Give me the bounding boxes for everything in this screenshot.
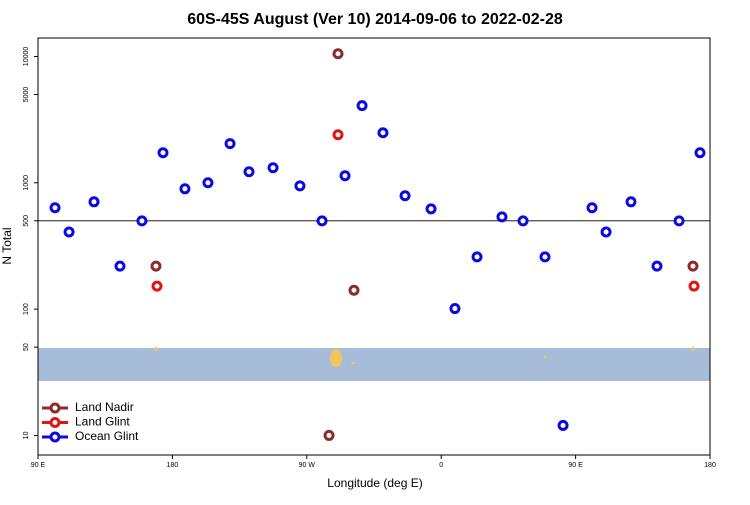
data-point <box>539 251 551 263</box>
y-tick-label: 1000 <box>23 175 30 191</box>
legend-marker <box>49 417 61 428</box>
data-point <box>557 419 569 431</box>
data-point <box>600 226 612 238</box>
data-point <box>224 138 236 150</box>
x-axis-label: Longitude (deg E) <box>327 476 422 490</box>
plot-frame <box>37 37 711 456</box>
y-tick-label: 10000 <box>23 47 30 67</box>
y-tick-label: 10 <box>23 431 30 439</box>
data-point <box>202 177 214 189</box>
data-point <box>425 203 437 215</box>
legend-label: Ocean Glint <box>75 429 139 443</box>
data-point <box>625 196 637 208</box>
data-point <box>496 211 508 223</box>
data-point <box>332 129 344 141</box>
data-point <box>517 215 529 227</box>
chart-title: 60S-45S August (Ver 10) 2014-09-06 to 20… <box>187 11 563 28</box>
data-point <box>449 303 461 315</box>
data-point <box>49 202 61 214</box>
data-point <box>150 260 162 272</box>
y-tick-label: 500 <box>23 215 30 227</box>
data-point <box>114 260 126 272</box>
land-shapes <box>154 347 695 367</box>
map-strip <box>38 348 710 381</box>
data-point <box>377 127 389 139</box>
x-tick-label: 90 W <box>299 462 316 469</box>
data-point <box>179 183 191 195</box>
y-tick-label: 50 <box>23 343 30 351</box>
data-point <box>136 215 148 227</box>
legend-marker <box>49 431 61 443</box>
data-point <box>673 215 685 227</box>
data-point <box>243 166 255 178</box>
x-tick-label: 90 E <box>31 462 46 469</box>
data-point <box>316 215 328 227</box>
y-axis-label: N Total <box>0 227 14 264</box>
x-tick-label: 180 <box>167 462 179 469</box>
data-point <box>694 147 706 159</box>
legend-label: Land Nadir <box>75 400 134 414</box>
data-point <box>348 284 360 296</box>
data-point <box>157 147 169 159</box>
data-point <box>586 202 598 214</box>
legend-label: Land Glint <box>75 415 130 429</box>
data-point <box>471 251 483 263</box>
data-point <box>651 260 663 272</box>
data-point <box>151 280 163 292</box>
x-tick-label: 180 <box>704 462 716 469</box>
data-point <box>63 226 75 238</box>
legend-marker <box>49 402 61 414</box>
data-point <box>399 190 411 202</box>
x-tick-label: 0 <box>439 462 443 469</box>
data-point <box>356 100 368 112</box>
y-tick-label: 100 <box>23 303 30 315</box>
y-tick-label: 5000 <box>23 87 30 103</box>
data-point <box>88 196 100 208</box>
data-point <box>688 280 700 292</box>
data-point <box>323 429 335 441</box>
data-point <box>294 180 306 192</box>
x-tick-label: 90 E <box>568 462 583 469</box>
data-point <box>267 162 279 174</box>
data-point <box>687 260 699 272</box>
data-point <box>332 48 344 60</box>
data-point <box>339 170 351 182</box>
